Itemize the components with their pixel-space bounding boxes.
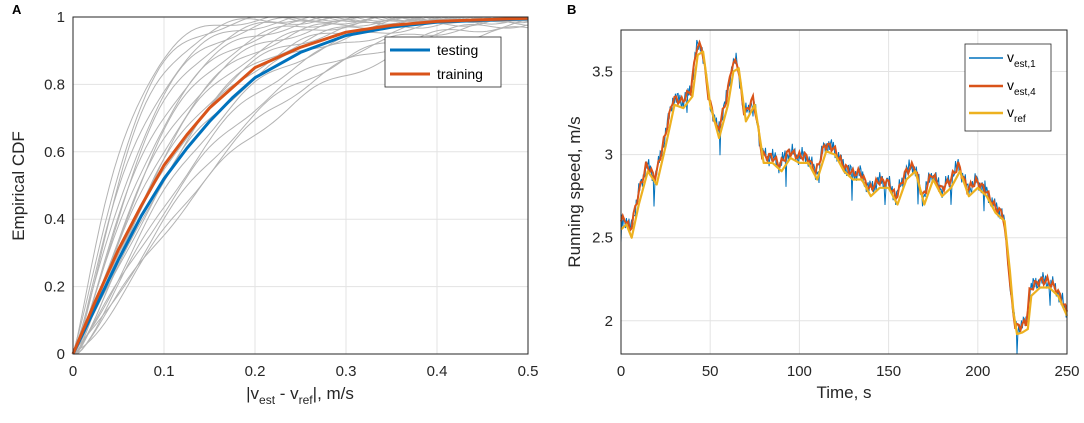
panel-b: B 0 50 100 150 200 250 2 2.5 3 3.5 Running speed… [565, 2, 1080, 402]
y-tick-label-a: 0 [57, 346, 65, 363]
x-tick-label-b: 0 [617, 363, 625, 380]
x-label-a-sub1: est [259, 393, 276, 407]
y-tick-label-a: 1 [57, 9, 65, 26]
legend-label-training: training [437, 66, 483, 82]
individual-cdf-curve [72, 23, 529, 355]
legend-box-a [384, 36, 502, 88]
x-tick-label-b: 250 [1054, 363, 1079, 380]
x-tick-label-a: 0.4 [427, 363, 448, 380]
individual-cdf-curve [72, 16, 529, 355]
legend-label-vest4: vest,4 [1007, 77, 1036, 98]
y-tick-labels-a: 0 0.2 0.4 0.6 0.8 1 [44, 9, 65, 363]
legend-vest1-sub: est,1 [1014, 59, 1036, 70]
legend-vest4-sub: est,4 [1014, 87, 1036, 98]
legend-label-vest1: vest,1 [1007, 49, 1036, 70]
x-axis-label-b: Time, s [816, 383, 871, 402]
legend-label-vref: vref [1007, 104, 1026, 125]
x-axis-label-a: |vest - vref|, m/s [246, 384, 354, 407]
x-tick-labels-b: 0 50 100 150 200 250 [617, 363, 1080, 380]
axes-box-b [620, 29, 1068, 355]
series-b [620, 39, 1069, 355]
x-tick-label-a: 0.5 [518, 363, 539, 380]
y-tick-label-b: 2.5 [592, 230, 613, 247]
x-tick-label-a: 0.1 [154, 363, 175, 380]
axes-box-a [72, 16, 529, 355]
y-tick-label-b: 2 [605, 313, 613, 330]
x-tick-label-a: 0 [69, 363, 77, 380]
legend-vref-sub: ref [1014, 114, 1026, 125]
individual-cdf-curve [72, 16, 528, 355]
y-axis-label-a: Empirical CDF [9, 131, 28, 241]
individual-cdf-curve [72, 20, 529, 355]
legend-vest4-main: v [1007, 77, 1014, 93]
individual-cdf-curve [72, 19, 529, 355]
y-tick-label-b: 3.5 [592, 64, 613, 81]
x-label-a-part1: |v [246, 384, 259, 403]
legend-label-testing: testing [437, 42, 478, 58]
panel-label-a: A [12, 2, 22, 17]
x-tick-label-b: 100 [787, 363, 812, 380]
series-line-vref [620, 50, 1069, 336]
y-tick-label-a: 0.2 [44, 279, 65, 296]
legend-b: vest,1 vest,4 vref [964, 43, 1052, 132]
legend-vest1-main: v [1007, 49, 1014, 65]
y-tick-label-a: 0.8 [44, 76, 65, 93]
x-tick-label-a: 0.2 [245, 363, 266, 380]
y-tick-label-b: 3 [605, 147, 613, 164]
x-tick-label-b: 150 [876, 363, 901, 380]
legend-a: testing training [384, 36, 502, 88]
x-tick-labels-a: 0 0.1 0.2 0.3 0.4 0.5 [69, 363, 539, 380]
x-tick-label-a: 0.3 [336, 363, 357, 380]
series-a [71, 16, 529, 355]
x-tick-label-b: 50 [702, 363, 719, 380]
legend-vref-main: v [1007, 104, 1014, 120]
x-label-a-part2: - v [275, 384, 299, 403]
y-tick-labels-b: 2 2.5 3 3.5 [592, 64, 613, 330]
panel-a: A 0 0.1 0.2 0.3 0.4 0.5 0 0.2 0.4 0.6 0.8 1 Empiri… [9, 2, 538, 407]
x-label-a-part3: |, m/s [313, 384, 354, 403]
series-line-training [71, 16, 529, 355]
y-tick-label-a: 0.6 [44, 144, 65, 161]
panel-label-b: B [567, 2, 576, 17]
individual-cdf-curve [72, 16, 529, 355]
x-label-a-sub2: ref [299, 393, 314, 407]
y-axis-label-b: Running speed, m/s [565, 116, 584, 267]
x-tick-label-b: 200 [965, 363, 990, 380]
y-tick-label-a: 0.4 [44, 211, 65, 228]
